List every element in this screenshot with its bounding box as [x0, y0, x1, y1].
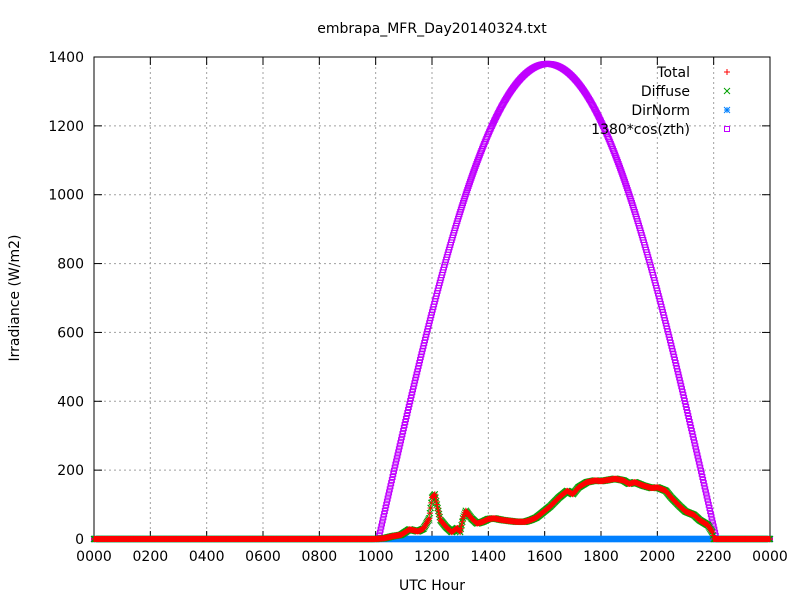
y-tick-label: 800	[57, 257, 84, 273]
chart-title: embrapa_MFR_Day20140324.txt	[317, 21, 547, 37]
x-tick-label: 1600	[527, 549, 563, 565]
x-tick-label: 1000	[358, 549, 394, 565]
legend-marker	[724, 88, 730, 94]
y-axis-label: Irradiance (W/m2)	[7, 235, 23, 362]
y-tick-label: 600	[57, 325, 84, 341]
x-tick-label: 0000	[752, 549, 788, 565]
legend-label: Diffuse	[641, 84, 690, 100]
x-axis-label: UTC Hour	[399, 578, 465, 594]
x-tick-label: 2200	[696, 549, 732, 565]
y-tick-label: 200	[57, 463, 84, 479]
x-tick-label: 0600	[245, 549, 281, 565]
y-tick-label: 1400	[48, 50, 84, 66]
legend-marker	[724, 107, 730, 113]
x-tick-label: 0800	[302, 549, 338, 565]
x-tick-label: 0400	[189, 549, 225, 565]
legend-marker	[725, 127, 730, 132]
x-tick-label: 1200	[414, 549, 450, 565]
x-tick-label: 1800	[583, 549, 619, 565]
x-tick-label: 0000	[76, 549, 112, 565]
y-tick-label: 400	[57, 394, 84, 410]
y-tick-label: 0	[75, 532, 84, 548]
legend-label: 1380*cos(zth)	[591, 122, 690, 138]
x-tick-label: 1400	[471, 549, 507, 565]
legend-marker	[724, 69, 730, 75]
x-tick-label: 0200	[133, 549, 169, 565]
legend-label: DirNorm	[631, 103, 690, 119]
y-tick-label: 1200	[48, 119, 84, 135]
x-tick-label: 2000	[640, 549, 676, 565]
y-tick-label: 1000	[48, 188, 84, 204]
legend-label: Total	[656, 65, 690, 81]
